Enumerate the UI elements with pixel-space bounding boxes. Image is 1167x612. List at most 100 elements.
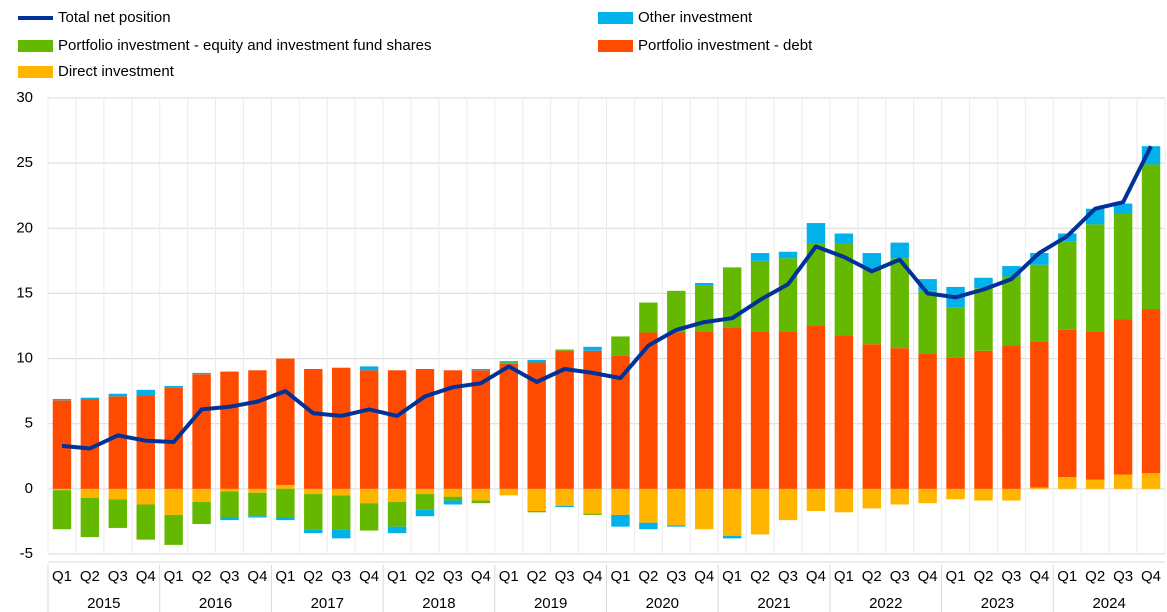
- bar-segment: [778, 331, 798, 489]
- x-tick-label: Q3: [331, 568, 351, 585]
- x-tick-label: Q1: [275, 568, 295, 585]
- bar-segment: [387, 501, 407, 527]
- bar-segment: [471, 368, 491, 371]
- bar-segment: [611, 488, 630, 515]
- bar-segment: [918, 279, 937, 291]
- bar-segment: [750, 331, 770, 489]
- x-tick-label: Q1: [164, 568, 184, 585]
- bar-segment: [750, 488, 770, 535]
- year-label: 2024: [1092, 595, 1125, 612]
- x-tick-label: Q4: [806, 568, 826, 585]
- bar-segment: [52, 400, 72, 489]
- x-tick-label: Q2: [192, 568, 212, 585]
- bar-segment: [164, 387, 183, 489]
- x-tick-label: Q2: [862, 568, 882, 585]
- bar-segment: [862, 344, 882, 489]
- bar-segment: [1113, 474, 1133, 489]
- bar-segment: [52, 398, 72, 401]
- bar-segment: [639, 488, 658, 523]
- bar-segment: [304, 488, 323, 495]
- bar-segment: [304, 368, 323, 489]
- x-tick-label: Q4: [471, 568, 491, 585]
- bar-segment: [778, 488, 798, 521]
- x-tick-label: Q3: [1113, 568, 1133, 585]
- bar-segment: [1113, 319, 1133, 475]
- y-tick-label: 20: [16, 219, 33, 236]
- bar-segment: [52, 490, 72, 530]
- x-tick-label: Q3: [1001, 568, 1021, 585]
- bar-segment: [471, 500, 491, 504]
- bar-segment: [471, 488, 491, 501]
- x-tick-label: Q4: [359, 568, 379, 585]
- x-tick-label: Q3: [443, 568, 463, 585]
- bar-segment: [974, 288, 993, 351]
- bar-segment: [359, 503, 379, 531]
- bar-segment: [667, 488, 686, 526]
- bar-segment: [1002, 488, 1021, 501]
- bar-segment: [443, 370, 463, 489]
- bar-segment: [1113, 213, 1133, 320]
- bar-segment: [387, 526, 407, 534]
- bar-segment: [331, 495, 351, 530]
- bar-segment: [974, 277, 993, 289]
- bar-segment: [667, 525, 686, 527]
- year-label: 2023: [981, 595, 1014, 612]
- x-tick-label: Q1: [387, 568, 407, 585]
- bar-segment: [583, 488, 602, 514]
- bar-segment: [387, 488, 407, 502]
- x-tick-label: Q1: [610, 568, 630, 585]
- bar-segment: [890, 258, 909, 349]
- x-tick-label: Q1: [834, 568, 854, 585]
- x-tick-label: Q4: [1029, 568, 1049, 585]
- bar-segment: [527, 359, 546, 363]
- x-tick-label: Q3: [778, 568, 798, 585]
- bar-segment: [192, 372, 211, 375]
- y-tick-label: 15: [16, 284, 33, 301]
- bar-segment: [499, 363, 518, 489]
- x-tick-label: Q4: [136, 568, 156, 585]
- bar-segment: [331, 488, 351, 496]
- x-tick-label: Q2: [303, 568, 323, 585]
- x-tick-label: Q2: [415, 568, 435, 585]
- bar-segment: [80, 488, 100, 498]
- x-tick-label: Q4: [1141, 568, 1161, 585]
- year-label: 2019: [534, 595, 567, 612]
- bar-segment: [778, 258, 798, 332]
- bar-segment: [1030, 264, 1049, 342]
- bar-segment: [331, 367, 351, 489]
- bar-segment: [722, 327, 742, 489]
- bar-segment: [750, 260, 770, 332]
- bar-segment: [248, 492, 267, 517]
- bar-segment: [248, 516, 267, 518]
- bar-segment: [415, 488, 435, 495]
- bar-segment: [192, 488, 211, 502]
- y-tick-label: 25: [16, 154, 33, 171]
- bar-segment: [639, 302, 658, 333]
- bar-segment: [750, 253, 770, 261]
- bar-segment: [164, 514, 183, 545]
- bar-segment: [527, 511, 546, 513]
- year-label: 2020: [646, 595, 679, 612]
- bar-segment: [862, 268, 882, 345]
- bar-segment: [555, 488, 574, 506]
- bar-segment: [276, 484, 295, 489]
- bar-segment: [1085, 479, 1105, 489]
- x-tick-label: Q1: [1057, 568, 1077, 585]
- bar-segment: [108, 396, 128, 489]
- legend-swatch: [598, 12, 633, 24]
- bar-segment: [136, 389, 155, 396]
- bar-segment: [108, 393, 128, 397]
- bar-segment: [946, 357, 965, 489]
- bar-segment: [192, 501, 211, 525]
- year-label: 2022: [869, 595, 902, 612]
- bar-segment: [136, 504, 155, 540]
- x-tick-label: Q3: [220, 568, 240, 585]
- bar-segment: [164, 385, 183, 388]
- bar-segment: [304, 494, 323, 530]
- bar-segment: [499, 362, 518, 364]
- bar-segment: [695, 488, 714, 530]
- x-tick-label: Q2: [973, 568, 993, 585]
- x-tick-label: Q2: [527, 568, 547, 585]
- bar-segment: [611, 355, 630, 489]
- legend-label: Portfolio investment - debt: [638, 37, 813, 54]
